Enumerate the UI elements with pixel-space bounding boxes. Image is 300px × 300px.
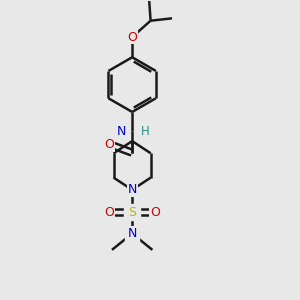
- Text: N: N: [117, 125, 126, 138]
- Text: S: S: [128, 206, 136, 219]
- Text: O: O: [104, 138, 114, 151]
- Text: O: O: [104, 206, 114, 219]
- Text: H: H: [141, 125, 150, 138]
- Text: O: O: [127, 31, 137, 44]
- Text: N: N: [128, 227, 137, 240]
- Text: O: O: [150, 206, 160, 219]
- Text: N: N: [128, 183, 137, 196]
